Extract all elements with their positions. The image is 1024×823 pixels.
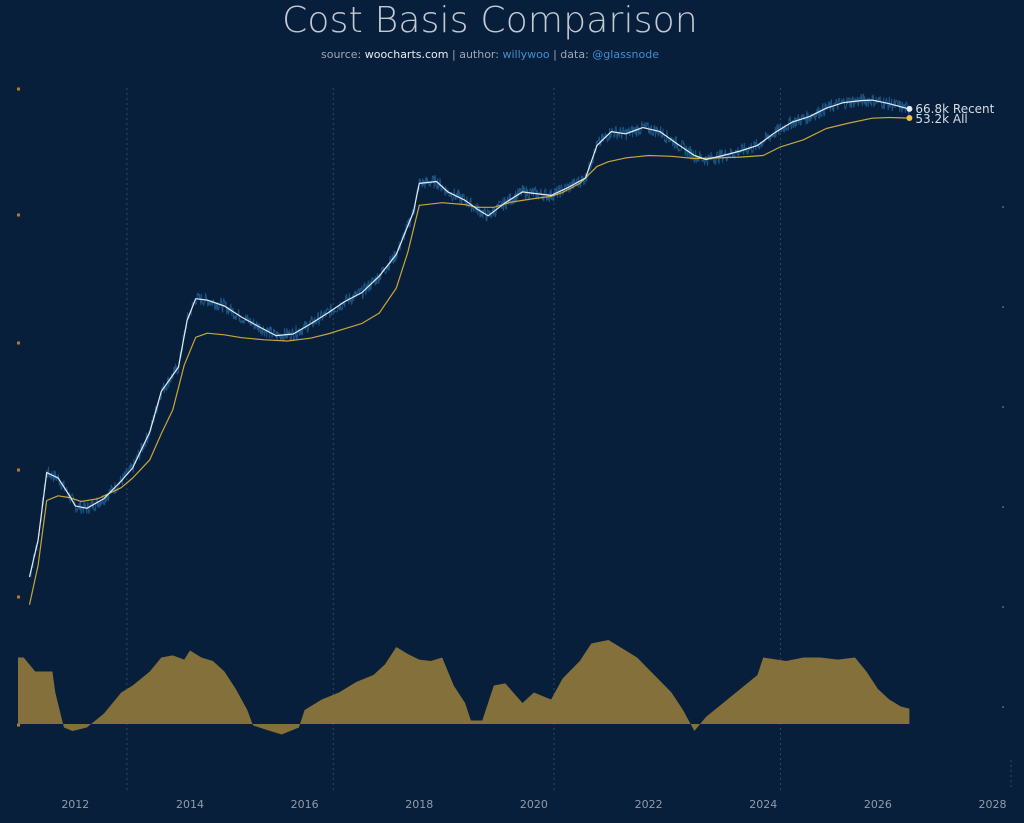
y-tick-mark	[17, 723, 20, 727]
y-tick-mark	[17, 87, 20, 91]
y-tick-mark	[1002, 306, 1004, 308]
author-prefix: | author:	[448, 48, 503, 61]
price-line	[29, 93, 910, 578]
source-link[interactable]: woocharts.com	[364, 48, 449, 61]
y-tick-mark	[1002, 606, 1004, 608]
all-cost-basis-line	[28, 116, 910, 605]
y-tick-mark	[1002, 506, 1004, 508]
recent-end-label: 66.8k Recent	[915, 102, 994, 116]
y-tick-mark	[17, 468, 20, 472]
price-noise	[29, 93, 910, 578]
left-axis-ticks	[17, 87, 20, 727]
y-tick-mark	[17, 341, 20, 345]
x-tick-label: 2012	[61, 798, 89, 811]
x-axis: 2012 2014 2016 2018 2020 2022 2024 2026 2028	[61, 798, 1006, 811]
all-end-label: 53.2k All	[915, 112, 967, 126]
source-prefix: source:	[320, 48, 365, 61]
x-tick-label: 2024	[749, 798, 777, 811]
x-tick-label: 2020	[520, 798, 548, 811]
data-source-link[interactable]: @glassnode	[592, 48, 659, 61]
x-tick-label: 2022	[635, 798, 663, 811]
oscillator-area	[18, 640, 910, 735]
recent-cost-basis-line	[28, 99, 910, 578]
recent-end-marker	[906, 105, 913, 112]
chart-title: Cost Basis Comparison	[282, 0, 698, 41]
y-tick-mark	[1002, 706, 1004, 708]
x-tick-label: 2018	[405, 798, 433, 811]
x-tick-label: 2026	[864, 798, 892, 811]
y-tick-mark	[1002, 206, 1004, 208]
oscillator-fill	[18, 640, 910, 735]
chart-subtitle: source: woocharts.com | author: willywoo…	[0, 48, 980, 61]
x-tick-label: 2014	[176, 798, 204, 811]
author-link[interactable]: willywoo	[502, 48, 550, 61]
right-axis-ticks	[1002, 206, 1004, 708]
data-prefix: | data:	[549, 48, 593, 61]
y-tick-mark	[1002, 406, 1004, 408]
cost-basis-lines	[28, 99, 910, 605]
all-end-marker	[906, 115, 913, 122]
x-tick-label: 2016	[291, 798, 319, 811]
y-tick-mark	[17, 595, 20, 599]
y-tick-mark	[17, 213, 20, 217]
x-tick-label: 2028	[979, 798, 1007, 811]
